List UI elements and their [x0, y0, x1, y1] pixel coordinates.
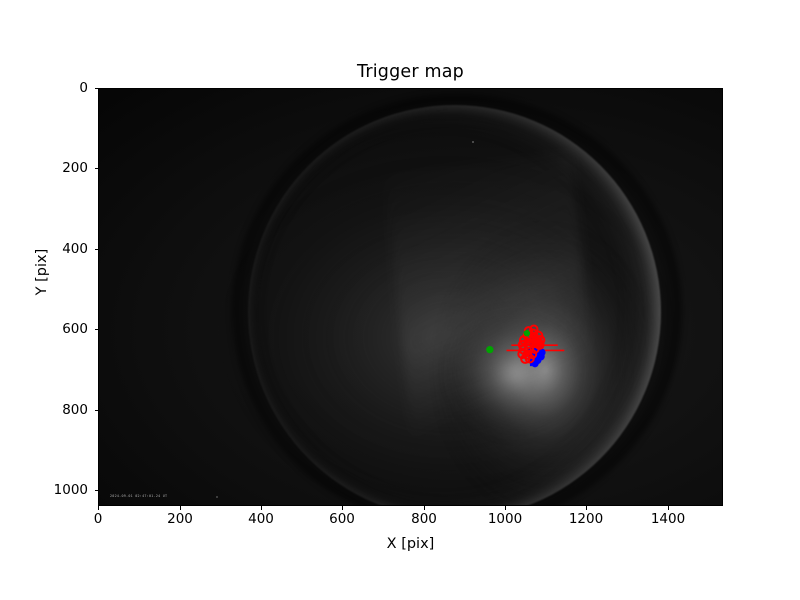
- image-speck: [216, 496, 218, 498]
- xtick-mark: [342, 506, 343, 510]
- xtick-mark: [505, 506, 506, 510]
- ytick-mark: [94, 88, 98, 89]
- ytick-mark: [94, 490, 98, 491]
- xtick-label: 800: [411, 511, 437, 527]
- xtick-label: 400: [248, 511, 274, 527]
- xtick-mark: [424, 506, 425, 510]
- red-filled-marker: [532, 337, 544, 349]
- x-axis-label: X [pix]: [386, 536, 435, 552]
- xtick-label: 600: [329, 511, 355, 527]
- plot-area[interactable]: 2024-09-01 02:47:01.24 UT: [98, 88, 723, 506]
- marker-overlay: [486, 324, 565, 368]
- xtick-mark: [668, 506, 669, 510]
- xtick-label: 200: [167, 511, 193, 527]
- image-speck: [472, 141, 474, 143]
- ytick-label: 0: [79, 80, 88, 96]
- xtick-label: 1000: [487, 511, 523, 527]
- sky-image-outer-edge: [232, 94, 683, 506]
- xtick-label: 0: [93, 511, 103, 527]
- ytick-label: 600: [62, 321, 88, 337]
- ytick-label: 200: [62, 160, 88, 176]
- ytick-label: 400: [62, 241, 88, 257]
- ytick-label: 1000: [53, 482, 88, 498]
- sky-image-hotspot: [441, 305, 605, 448]
- xtick-label: 1200: [568, 511, 604, 527]
- xtick-mark: [98, 506, 99, 510]
- ytick-mark: [94, 249, 98, 250]
- ytick-label: 800: [62, 402, 88, 418]
- green-marker-group: [486, 329, 531, 354]
- ytick-mark: [94, 168, 98, 169]
- ytick-mark: [94, 410, 98, 411]
- xtick-mark: [180, 506, 181, 510]
- chart-title: Trigger map: [357, 62, 464, 82]
- xtick-mark: [261, 506, 262, 510]
- xtick-mark: [586, 506, 587, 510]
- ytick-mark: [94, 329, 98, 330]
- y-axis-label: Y [pix]: [34, 248, 50, 296]
- xtick-label: 1400: [650, 511, 686, 527]
- image-timestamp-text: 2024-09-01 02:47:01.24 UT: [110, 494, 168, 498]
